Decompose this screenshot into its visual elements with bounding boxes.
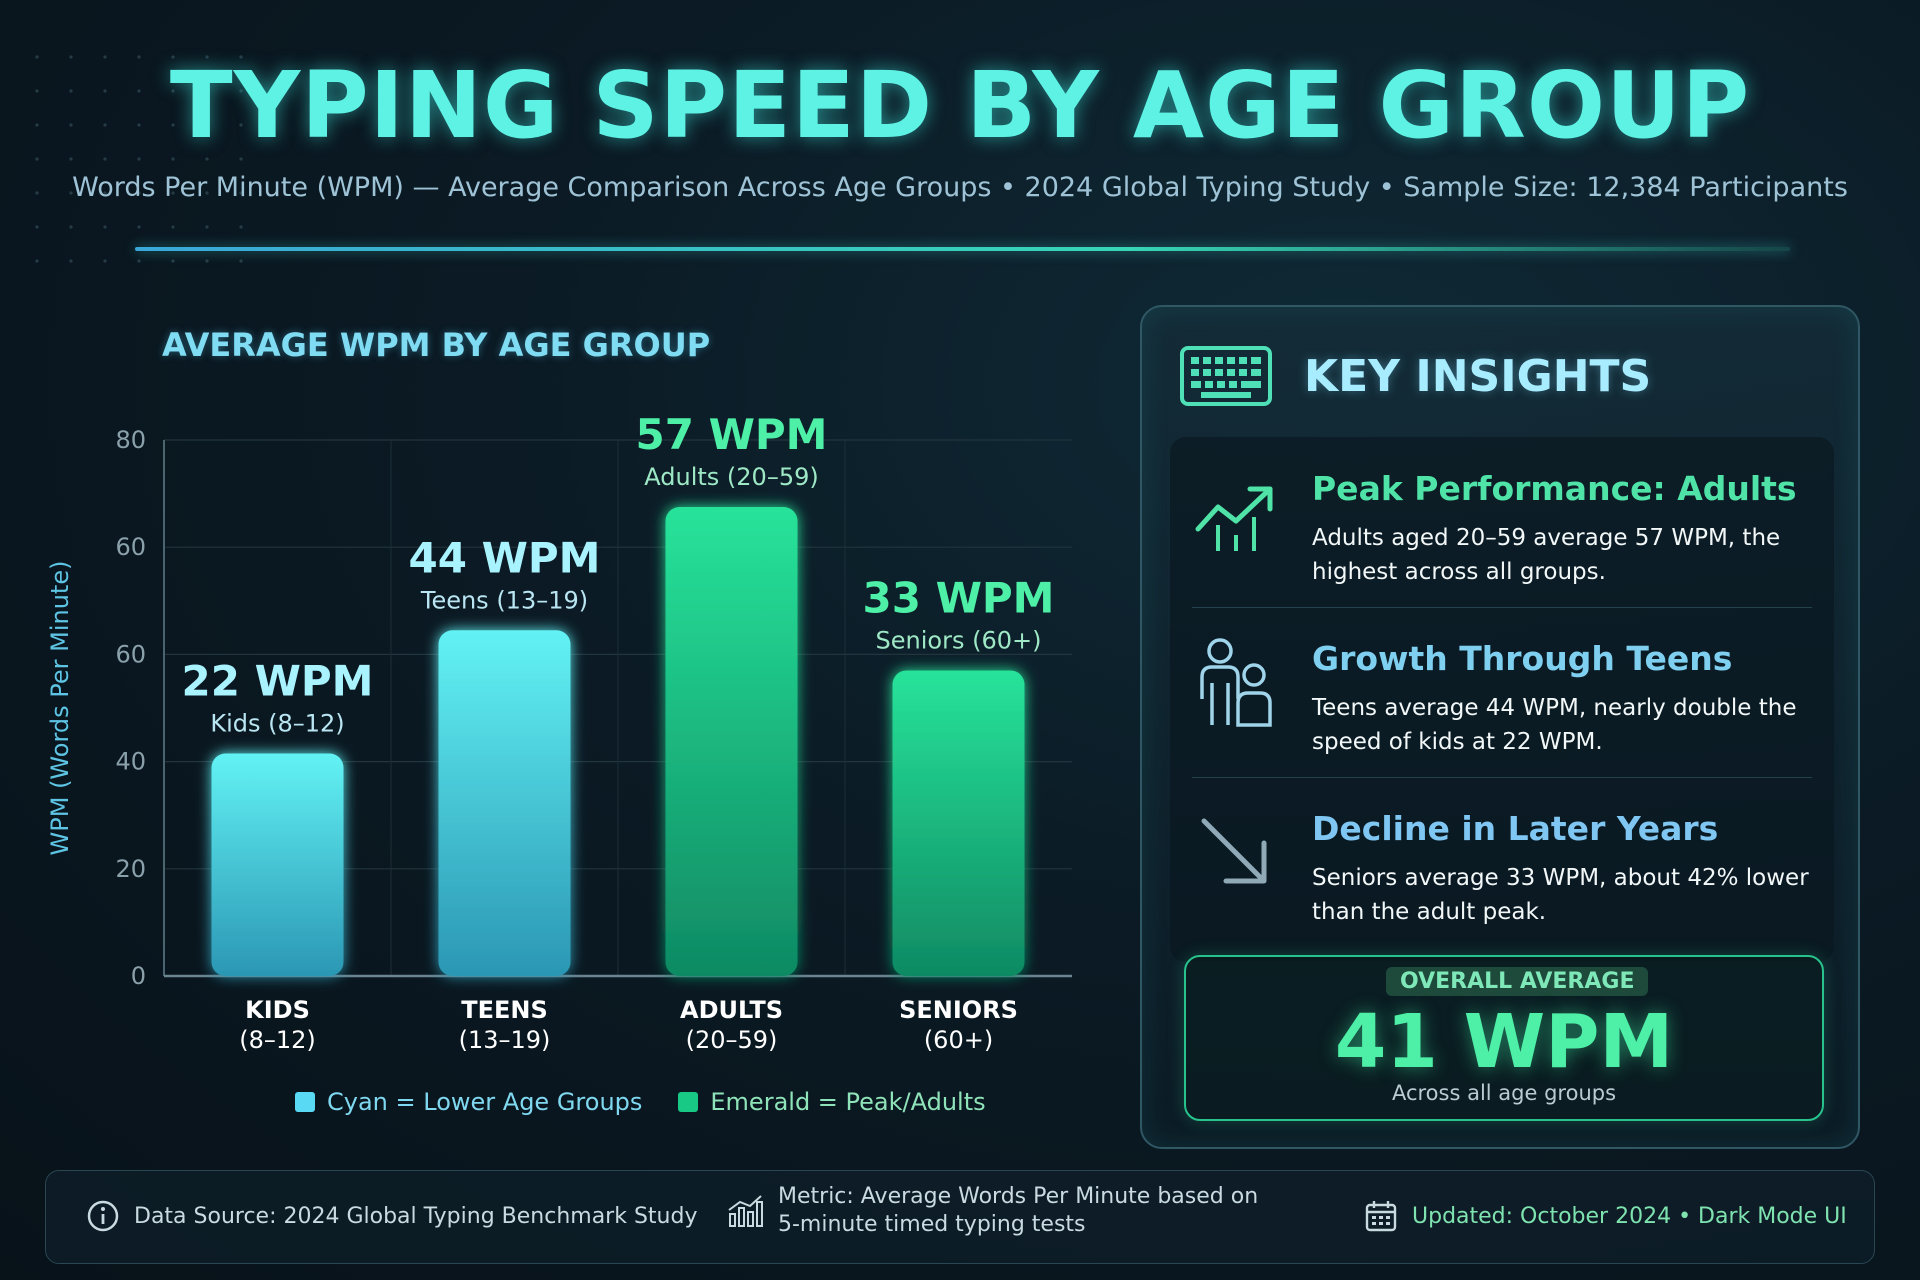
footer-bar: Data Source: 2024 Global Typing Benchmar… — [45, 1170, 1875, 1264]
footer-source-text: Data Source: 2024 Global Typing Benchmar… — [134, 1203, 698, 1229]
legend-item-emerald: Emerald = Peak/Adults — [678, 1088, 986, 1116]
header-divider — [135, 247, 1790, 251]
x-tick-label: (13–19) — [459, 1026, 551, 1054]
x-tick-label: (60+) — [924, 1026, 993, 1054]
insight-title: Decline in Later Years — [1312, 809, 1719, 848]
insight-title: Growth Through Teens — [1312, 639, 1733, 678]
bar-value-label: 57 WPM — [636, 410, 828, 459]
legend-label-emerald: Emerald = Peak/Adults — [710, 1088, 986, 1116]
page-subtitle: Words Per Minute (WPM) — Average Compari… — [72, 172, 1848, 203]
people-icon — [1200, 638, 1272, 727]
bar — [892, 670, 1025, 976]
bar-group-label: Seniors (60+) — [876, 626, 1042, 654]
trend-up-icon — [1195, 486, 1273, 551]
insight-text: Seniors average 33 WPM, about 42% lower … — [1312, 865, 1809, 925]
bar — [438, 630, 571, 976]
bar-group-label: Adults (20–59) — [644, 463, 818, 491]
bar — [211, 753, 344, 976]
insight-peak-performance: Peak Performance: Adults Adults aged 20–… — [1170, 437, 1834, 605]
footer-metric-line2: 5-minute timed typing tests — [778, 1212, 1086, 1237]
bar — [665, 507, 798, 976]
x-tick-label: SENIORS — [899, 996, 1018, 1024]
footer-metric-line1: Metric: Average Words Per Minute based o… — [778, 1184, 1259, 1209]
legend-item-cyan: Cyan = Lower Age Groups — [295, 1088, 642, 1116]
overall-average-label: OVERALL AVERAGE — [1386, 967, 1649, 996]
y-tick-label: 40 — [115, 748, 146, 776]
insight-divider — [1192, 607, 1812, 608]
footer-source: Data Source: 2024 Global Typing Benchmar… — [86, 1199, 697, 1233]
page-title: TYPING SPEED BY AGE GROUP — [169, 52, 1751, 159]
bar-group-label: Teens (13–19) — [420, 586, 588, 614]
x-tick-label: (20–59) — [686, 1026, 778, 1054]
insight-divider — [1192, 777, 1812, 778]
x-tick-label: ADULTS — [680, 996, 783, 1024]
footer-updated: Updated: October 2024 • Dark Mode UI — [1364, 1199, 1847, 1233]
insight-growth-teens: Growth Through Teens Teens average 44 WP… — [1170, 607, 1834, 775]
bar-value-label: 22 WPM — [182, 657, 374, 706]
legend-swatch-cyan — [295, 1092, 315, 1112]
info-icon — [87, 1200, 119, 1232]
keyboard-icon — [1180, 346, 1272, 406]
y-tick-label: 20 — [115, 855, 146, 883]
legend-swatch-emerald — [678, 1092, 699, 1112]
calendar-icon — [1365, 1201, 1397, 1232]
x-tick-label: TEENS — [461, 996, 548, 1024]
bar-chart-icon — [728, 1195, 763, 1227]
chart-legend: Cyan = Lower Age Groups Emerald = Peak/A… — [295, 1088, 986, 1116]
x-tick-label: (8–12) — [239, 1026, 316, 1054]
insights-title: KEY INSIGHTS — [1304, 351, 1652, 402]
bar-chart: 0 20 40 60 60 80 WPM (Words Per Minute) 22 WPM K… — [46, 410, 1072, 1054]
footer-updated-text: Updated: October 2024 • Dark Mode UI — [1412, 1203, 1847, 1229]
chart-title: AVERAGE WPM BY AGE GROUP — [162, 326, 711, 364]
overall-average-subtext: Across all age groups — [1391, 1081, 1617, 1105]
insight-text: Adults aged 20–59 average 57 WPM, the hi… — [1312, 525, 1781, 585]
insights-list: Peak Performance: Adults Adults aged 20–… — [1170, 437, 1834, 962]
key-insights-panel: KEY INSIGHTS Peak Performance: Adults Ad… — [1140, 305, 1860, 1149]
bar-group-label: Kids (8–12) — [210, 710, 344, 738]
insight-decline: Decline in Later Years Seniors average 3… — [1170, 777, 1834, 945]
x-tick-label: KIDS — [245, 996, 310, 1024]
y-tick-label: 0 — [131, 962, 146, 990]
y-tick-label: 80 — [115, 426, 146, 454]
insight-text: Teens average 44 WPM, nearly double the … — [1312, 695, 1797, 755]
overall-average-value: 41 WPM — [1334, 999, 1674, 1085]
arrow-down-right-icon — [1201, 818, 1267, 884]
overall-average-card: OVERALL AVERAGE 41 WPM Across all age gr… — [1184, 955, 1824, 1121]
bar-value-label: 44 WPM — [409, 533, 601, 582]
y-tick-label: 60 — [115, 640, 146, 668]
y-tick-label: 60 — [115, 533, 146, 561]
footer-metric: Metric: Average Words Per Minute based o… — [726, 1183, 1258, 1239]
legend-label-cyan: Cyan = Lower Age Groups — [327, 1088, 643, 1116]
bar-value-label: 33 WPM — [863, 573, 1055, 622]
y-axis-label: WPM (Words Per Minute) — [46, 561, 74, 856]
insight-title: Peak Performance: Adults — [1312, 469, 1797, 508]
